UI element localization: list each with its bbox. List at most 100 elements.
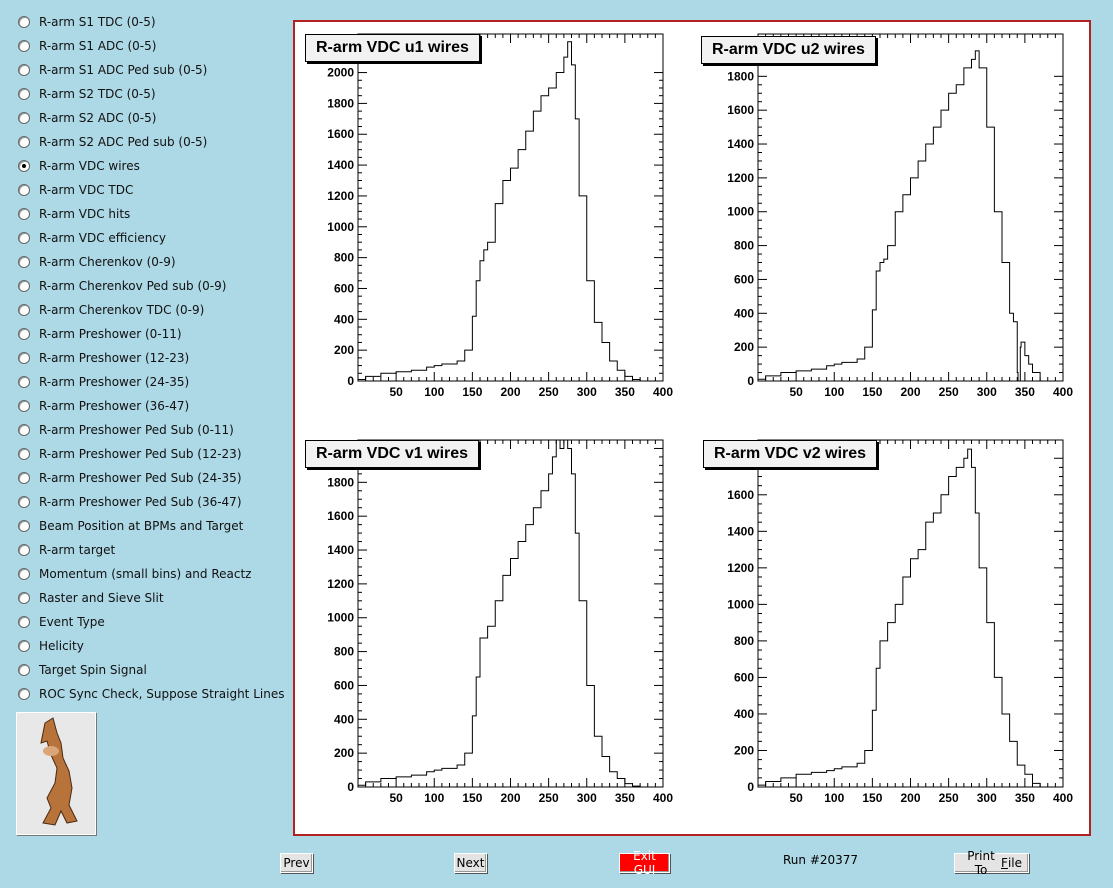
sidebar-radio-item[interactable]: Event Type	[18, 612, 105, 632]
radio-button-icon[interactable]	[18, 688, 30, 700]
sidebar-radio-item[interactable]: R-arm VDC TDC	[18, 180, 133, 200]
radio-button-icon[interactable]	[18, 64, 30, 76]
sidebar-radio-item[interactable]: R-arm Preshower (12-23)	[18, 348, 189, 368]
radio-button-icon[interactable]	[18, 328, 30, 340]
plot-frame	[357, 439, 664, 788]
sidebar-radio-item[interactable]: R-arm VDC wires	[18, 156, 140, 176]
sidebar-radio-item[interactable]: R-arm Preshower Ped Sub (0-11)	[18, 420, 234, 440]
radio-button-icon[interactable]	[18, 136, 30, 148]
radio-button-icon[interactable]	[18, 352, 30, 364]
radio-button-icon[interactable]	[18, 472, 30, 484]
exit-gui-button[interactable]: Exit GUI	[619, 849, 670, 877]
radio-button-icon[interactable]	[18, 40, 30, 52]
sidebar-radio-item[interactable]: R-arm S1 ADC Ped sub (0-5)	[18, 60, 207, 80]
y-tick-label: 800	[734, 239, 754, 253]
radio-button-icon[interactable]	[18, 256, 30, 268]
prev-button[interactable]: Prev	[280, 853, 313, 873]
sidebar-radio-item[interactable]: Beam Position at BPMs and Target	[18, 516, 243, 536]
sidebar-radio-item[interactable]: R-arm Preshower (36-47)	[18, 396, 189, 416]
y-tick-label: 1400	[727, 524, 754, 538]
radio-button-icon[interactable]	[18, 592, 30, 604]
radio-button-icon[interactable]	[18, 184, 30, 196]
x-tick-label: 200	[500, 791, 520, 805]
radio-button-icon[interactable]	[18, 640, 30, 652]
sidebar-radio-item[interactable]: R-arm S2 TDC (0-5)	[18, 84, 156, 104]
x-tick-label: 350	[1015, 385, 1035, 399]
print-label-post: ile	[1007, 856, 1022, 870]
y-tick-label: 1200	[727, 561, 754, 575]
y-tick-label: 1800	[727, 69, 754, 83]
sidebar-item-label: R-arm Preshower Ped Sub (0-11)	[39, 423, 234, 437]
sidebar-radio-item[interactable]: R-arm Cherenkov (0-9)	[18, 252, 176, 272]
plot-frame	[357, 33, 664, 382]
sidebar-radio-item[interactable]: R-arm Preshower (0-11)	[18, 324, 182, 344]
radio-button-icon[interactable]	[18, 208, 30, 220]
y-tick-label: 1000	[727, 597, 754, 611]
radio-button-icon[interactable]	[18, 16, 30, 28]
y-tick-label: 200	[334, 343, 354, 357]
sidebar-radio-item[interactable]: R-arm S2 ADC (0-5)	[18, 108, 156, 128]
histogram-series-line	[758, 50, 1041, 382]
x-tick-label: 150	[462, 385, 482, 399]
sidebar-radio-item[interactable]: R-arm VDC efficiency	[18, 228, 166, 248]
y-tick-label: 1600	[327, 127, 354, 141]
radio-button-icon[interactable]	[18, 520, 30, 532]
radio-button-icon[interactable]	[18, 112, 30, 124]
radio-button-icon[interactable]	[18, 616, 30, 628]
sidebar-radio-item[interactable]: R-arm target	[18, 540, 115, 560]
radio-button-icon[interactable]	[18, 280, 30, 292]
radio-button-icon[interactable]	[18, 400, 30, 412]
next-button[interactable]: Next	[454, 853, 487, 873]
radio-button-icon[interactable]	[18, 544, 30, 556]
y-tick-label: 200	[734, 743, 754, 757]
radio-button-icon[interactable]	[18, 496, 30, 508]
y-tick-label: 0	[347, 780, 354, 794]
sidebar-radio-item[interactable]: R-arm Cherenkov Ped sub (0-9)	[18, 276, 226, 296]
x-tick-label: 400	[653, 791, 673, 805]
radio-button-icon[interactable]	[18, 424, 30, 436]
sidebar-radio-item[interactable]: R-arm S2 ADC Ped sub (0-5)	[18, 132, 207, 152]
sidebar-item-label: R-arm Cherenkov TDC (0-9)	[39, 303, 205, 317]
sidebar-item-label: R-arm Preshower Ped Sub (36-47)	[39, 495, 242, 509]
x-tick-label: 300	[977, 791, 997, 805]
x-tick-label: 300	[577, 385, 597, 399]
y-tick-label: 0	[747, 780, 754, 794]
radio-button-icon[interactable]	[18, 376, 30, 388]
sidebar-item-label: Event Type	[39, 615, 105, 629]
radio-button-icon[interactable]	[18, 448, 30, 460]
sidebar-radio-item[interactable]: Helicity	[18, 636, 84, 656]
radio-button-icon[interactable]	[18, 664, 30, 676]
sidebar-item-label: R-arm S2 ADC (0-5)	[39, 111, 157, 125]
x-tick-label: 50	[389, 791, 403, 805]
y-tick-label: 600	[734, 670, 754, 684]
x-tick-label: 100	[424, 791, 444, 805]
sidebar-radio-item[interactable]: R-arm Cherenkov TDC (0-9)	[18, 300, 204, 320]
sidebar-radio-item[interactable]: ROC Sync Check, Suppose Straight Lines	[18, 684, 284, 704]
sidebar-radio-item[interactable]: Raster and Sieve Slit	[18, 588, 164, 608]
sidebar-item-label: R-arm S2 ADC Ped sub (0-5)	[39, 135, 208, 149]
sidebar-radio-item[interactable]: R-arm Preshower Ped Sub (36-47)	[18, 492, 242, 512]
sidebar-radio-item[interactable]: Target Spin Signal	[18, 660, 147, 680]
radio-button-icon[interactable]	[18, 232, 30, 244]
x-tick-label: 50	[789, 385, 803, 399]
histogram-canvas: 0 200 400 600 800 1000 1200 1400 1600 1800 2000 50 1…	[293, 20, 1091, 836]
sidebar-radio-item[interactable]: R-arm S1 ADC (0-5)	[18, 36, 156, 56]
y-tick-label: 1200	[327, 577, 354, 591]
sidebar-radio-item[interactable]: R-arm Preshower (24-35)	[18, 372, 189, 392]
radio-button-icon[interactable]	[18, 304, 30, 316]
sidebar-radio-item[interactable]: R-arm S1 TDC (0-5)	[18, 12, 156, 32]
plot-frame	[757, 439, 1064, 788]
y-tick-label: 400	[734, 707, 754, 721]
sidebar-radio-item[interactable]: R-arm Preshower Ped Sub (12-23)	[18, 444, 242, 464]
sidebar-item-label: Helicity	[39, 639, 84, 653]
radio-button-icon[interactable]	[18, 88, 30, 100]
radio-button-icon[interactable]	[18, 160, 30, 172]
sidebar-radio-item[interactable]: R-arm Preshower Ped Sub (24-35)	[18, 468, 242, 488]
x-tick-label: 200	[500, 385, 520, 399]
y-tick-label: 1200	[727, 171, 754, 185]
sidebar-radio-item[interactable]: R-arm VDC hits	[18, 204, 130, 224]
radio-button-icon[interactable]	[18, 568, 30, 580]
sidebar-radio-item[interactable]: Momentum (small bins) and Reactz	[18, 564, 251, 584]
y-tick-label: 1400	[327, 543, 354, 557]
